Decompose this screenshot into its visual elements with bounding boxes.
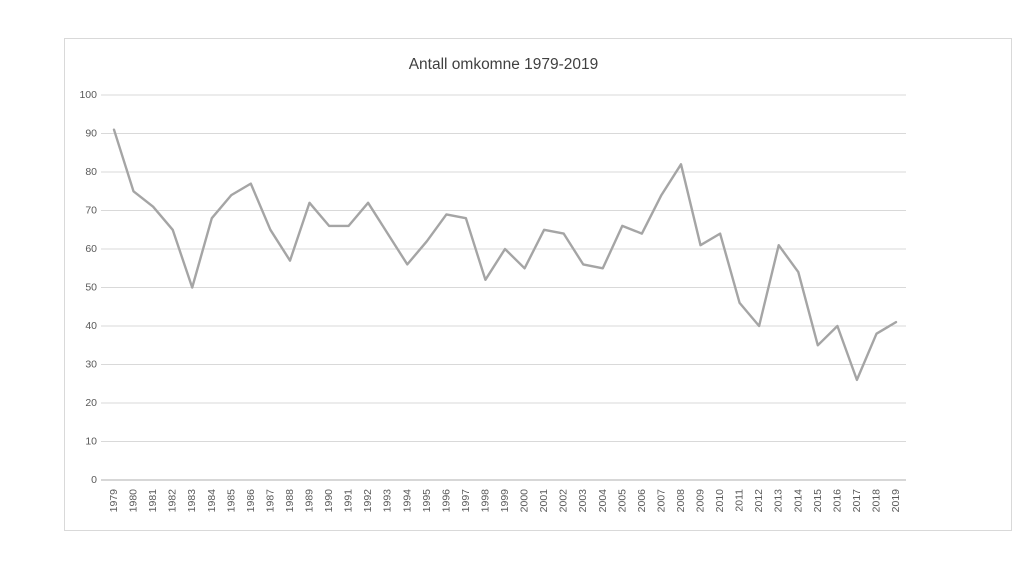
y-axis-tick-label: 50 [85,282,97,294]
y-axis-tick-label: 100 [79,89,97,101]
x-axis-tick-label: 2017 [851,489,863,513]
x-axis-tick-label: 1985 [225,489,237,513]
x-axis-tick-label: 1989 [304,489,316,513]
y-axis-tick-label: 90 [85,128,97,140]
x-axis-tick-label: 2014 [792,489,804,513]
x-axis-tick-label: 1994 [401,489,413,513]
x-axis-tick-label: 1992 [362,489,374,513]
x-axis-tick-label: 1981 [147,489,159,513]
x-axis-tick-label: 2010 [714,489,726,513]
x-axis-tick-label: 1990 [323,489,335,513]
x-axis-tick-label: 1999 [499,489,511,513]
x-axis-tick-label: 1991 [343,489,355,513]
x-axis-tick-label: 1987 [264,489,276,513]
x-axis-tick-label: 2003 [577,489,589,513]
x-axis-tick-label: 2009 [695,489,707,513]
x-axis-tick-label: 1998 [479,489,491,513]
y-axis-tick-label: 0 [91,474,97,486]
y-axis-tick-label: 60 [85,243,97,255]
x-axis-tick-label: 2016 [831,489,843,513]
x-axis-tick-label: 1993 [382,489,394,513]
y-axis-tick-label: 80 [85,166,97,178]
x-axis-tick-label: 1988 [284,489,296,513]
x-axis-tick-label: 1996 [440,489,452,513]
x-axis-tick-label: 1986 [245,489,257,513]
x-axis-tick-label: 1982 [167,489,179,513]
data-line-series [112,128,898,382]
x-axis-tick-label: 2002 [558,489,570,513]
y-axis-tick-label: 70 [85,205,97,217]
x-axis-tick-label: 1980 [128,489,140,513]
y-axis-tick-label: 20 [85,397,97,409]
x-axis-tick-label: 2012 [753,489,765,513]
x-axis-tick-label: 2004 [597,489,609,513]
y-axis-tick-label: 40 [85,320,97,332]
chart-frame: Antall omkomne 1979-2019 0 10 20 30 40 50 60 70… [64,38,1012,531]
x-axis-tick-label: 2001 [538,489,550,513]
x-axis-tick-label: 1997 [460,489,472,513]
x-axis-tick-label: 1979 [108,489,120,513]
x-axis-tick-label: 1995 [421,489,433,513]
x-axis-tick-label: 2015 [812,489,824,513]
x-axis-tick-label: 2006 [636,489,648,513]
x-axis-tick-label: 2019 [890,489,902,513]
x-axis-tick-label: 1983 [186,489,198,513]
x-axis-tick-label: 1984 [206,489,218,513]
y-axis-tick-label: 10 [85,436,97,448]
x-axis-tick-label: 2018 [870,489,882,513]
chart-title: Antall omkomne 1979-2019 [408,56,599,73]
plot-area: 0 10 20 30 40 50 60 70 80 90 100 1979 1980 1981 1982 19… [79,89,906,513]
y-axis-tick-label: 30 [85,359,97,371]
x-axis-tick-label: 2011 [734,489,746,512]
x-axis-tick-label: 2013 [773,489,785,513]
x-axis-tick-label: 2000 [519,489,531,513]
x-axis-tick-label: 2008 [675,489,687,513]
x-axis-tick-label: 2007 [655,489,667,513]
x-axis-tick-label: 2005 [616,489,628,513]
